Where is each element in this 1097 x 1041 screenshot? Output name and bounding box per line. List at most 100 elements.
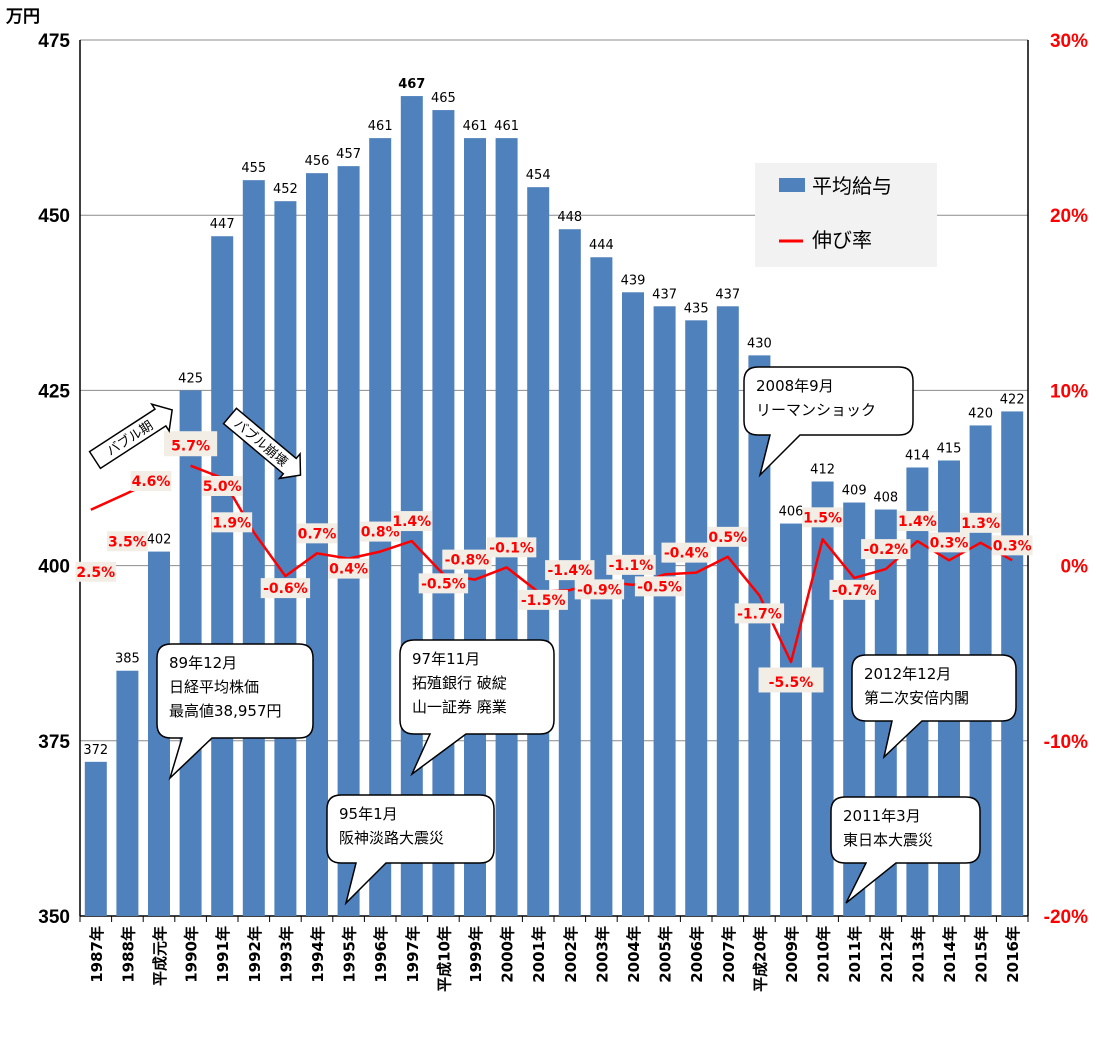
x-tick-label: 平成元年 <box>151 926 169 986</box>
callout-shape <box>743 366 914 478</box>
rate-value-label: 0.8% <box>361 525 400 541</box>
bar-value-label: 408 <box>873 491 898 506</box>
y-right-tick: 0% <box>1061 557 1089 578</box>
bar <box>242 180 265 916</box>
rate-value-label: -0.9% <box>577 582 622 598</box>
bar-value-label: 444 <box>589 238 614 253</box>
x-tick-label: 2009年 <box>783 926 801 983</box>
bar <box>685 320 708 916</box>
x-tick-label: 2011年 <box>846 926 864 983</box>
rate-value-label: -0.5% <box>421 576 466 592</box>
rate-label-background <box>897 511 938 532</box>
rate-label-background <box>574 579 625 600</box>
x-tick-label: 1997年 <box>404 926 422 983</box>
rate-label-background <box>107 531 148 552</box>
y-right-tick: -10% <box>1044 732 1088 753</box>
callout-text-line: 最高値38,957円 <box>169 702 282 720</box>
bar-value-label: 422 <box>1000 392 1025 407</box>
rate-label-background <box>442 549 492 570</box>
bar-value-label: 437 <box>715 287 740 302</box>
bar <box>653 306 676 917</box>
rate-value-label: 2.5% <box>76 565 115 581</box>
rate-label-background <box>130 471 172 492</box>
rate-value-label: -0.7% <box>832 583 877 599</box>
rate-label-background <box>991 535 1033 556</box>
rate-value-label: -0.6% <box>263 581 308 597</box>
bar <box>780 523 802 916</box>
callout-shape <box>399 639 555 777</box>
bar-value-labels: 372 385 402 425 447 455 452 456 457 461 467 465 461 4… <box>83 77 1024 758</box>
unit-label: 万円 <box>5 7 40 27</box>
callout-shape <box>851 654 1017 760</box>
bar <box>748 355 771 916</box>
callout-shape <box>326 794 495 906</box>
rate-label-background <box>164 431 218 457</box>
rate-label-background <box>758 667 824 693</box>
callout-text-line: 89年12月 <box>169 654 237 672</box>
rate-value-label: 5.0% <box>203 479 242 495</box>
rate-label-background <box>960 512 1001 533</box>
x-axis-labels: 1987年 1988年 平成元年 1990年 1991年 1992年 1993年 1994年 1… <box>88 926 1022 992</box>
x-tick-label: 2016年 <box>1004 926 1022 983</box>
rate-label-background <box>661 542 711 563</box>
bar-value-label: 448 <box>557 210 582 225</box>
y-right-tick: 30% <box>1050 31 1088 52</box>
rate-value-label: 0.3% <box>993 538 1032 554</box>
bar-value-label: 385 <box>115 652 140 667</box>
rate-value-label: -0.8% <box>445 553 490 569</box>
rate-value-label: 1.4% <box>392 514 431 530</box>
rate-value-label: 0.4% <box>329 562 368 578</box>
y-right-tick: 20% <box>1050 206 1088 227</box>
x-tick-label: 1999年 <box>467 926 485 983</box>
callout-text-line: 拓殖銀行 破綻 <box>412 674 507 692</box>
rate-value-label: -1.7% <box>737 606 782 622</box>
bar-value-label: 437 <box>652 287 677 302</box>
x-tick-label: 1987年 <box>88 926 106 983</box>
bar-value-label: 372 <box>83 743 108 758</box>
y-left-tick: 350 <box>38 907 70 928</box>
bar <box>211 236 234 916</box>
y-left-tick: 425 <box>38 381 70 402</box>
x-tick-label: 1996年 <box>372 926 390 983</box>
rate-value-label: -1.1% <box>609 558 654 574</box>
rate-value-label: 0.7% <box>298 526 337 542</box>
rate-value-label: 0.5% <box>708 530 747 546</box>
bar-value-label: 406 <box>779 505 804 520</box>
legend-bar-label: 平均給与 <box>812 174 892 198</box>
rate-label-background <box>359 521 401 542</box>
bar-value-label: 430 <box>747 336 772 351</box>
x-tick-label: 2000年 <box>499 926 517 983</box>
rate-value-label: 1.4% <box>898 514 937 530</box>
rate-label-background <box>211 512 253 533</box>
bar-value-label: 467 <box>398 77 425 92</box>
bar-value-label: 435 <box>684 301 709 316</box>
y-left-tick: 400 <box>38 557 70 578</box>
x-tick-label: 1991年 <box>214 926 232 983</box>
rate-value-label: -0.1% <box>489 540 534 556</box>
bar <box>400 96 423 916</box>
bar-value-label: 412 <box>810 463 835 478</box>
rate-label-background <box>734 603 785 624</box>
callout-shape <box>830 796 981 904</box>
rate-label-background <box>802 507 843 528</box>
x-tick-label: 2015年 <box>973 926 991 983</box>
x-tick-label: 1988年 <box>119 926 137 983</box>
x-tick-label: 1992年 <box>246 926 264 983</box>
rate-value-label: -0.2% <box>863 542 908 558</box>
rate-label-background <box>418 573 469 594</box>
rate-value-label: 1.3% <box>961 516 1000 532</box>
bar <box>811 481 834 916</box>
callout-text-line: 97年11月 <box>412 650 480 668</box>
y-left-tick: 375 <box>38 732 70 753</box>
x-tick-label: 2013年 <box>909 926 927 983</box>
y-right-tick: -20% <box>1044 907 1088 928</box>
x-tick-label: 2010年 <box>815 926 833 983</box>
rate-value-labels: 2.5% 3.5% 4.6% 5.7% 5.0% 1.9% -0.6% 0.7% 0.4% 0.8… <box>75 431 1033 693</box>
bar <box>306 173 328 917</box>
rate-label-background <box>201 476 243 496</box>
rate-label-background <box>328 558 369 579</box>
x-tick-label: 1994年 <box>309 926 327 983</box>
x-tick-label: 2003年 <box>593 926 611 983</box>
bar-value-label: 454 <box>526 168 551 183</box>
